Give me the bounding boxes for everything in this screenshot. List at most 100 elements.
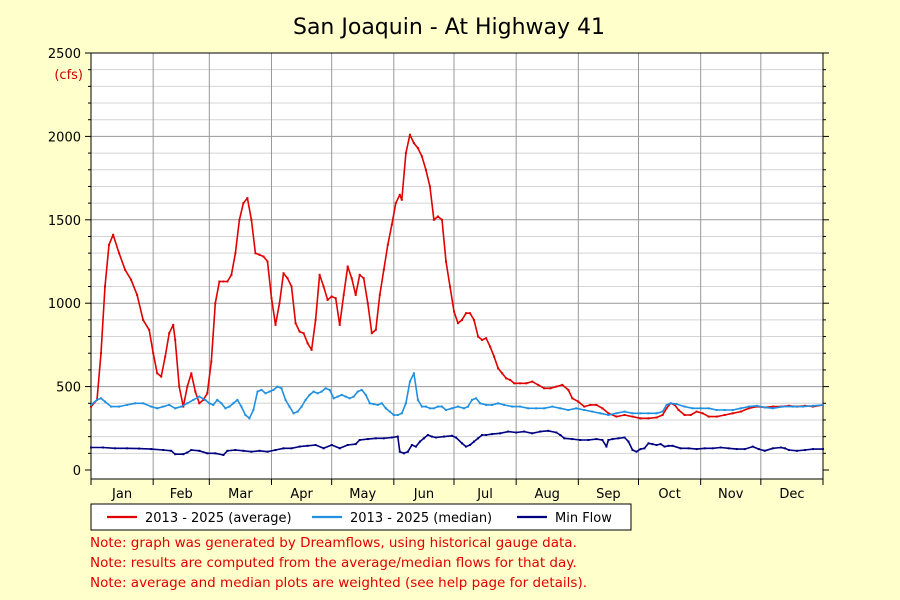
data-point <box>168 332 171 335</box>
data-point <box>252 409 255 411</box>
data-point <box>583 405 586 408</box>
data-point <box>467 405 469 408</box>
data-point <box>595 438 598 441</box>
data-point <box>477 437 480 440</box>
data-point <box>715 409 718 411</box>
data-point <box>812 448 814 451</box>
data-point <box>190 449 193 451</box>
data-point <box>791 405 794 408</box>
data-point <box>100 397 102 400</box>
data-point <box>330 444 333 446</box>
data-point <box>445 409 447 411</box>
data-point <box>384 407 387 410</box>
data-point <box>108 243 110 246</box>
data-point <box>623 410 626 413</box>
data-point <box>531 432 534 435</box>
data-point <box>731 409 734 411</box>
data-point <box>290 447 293 450</box>
data-point <box>436 405 439 408</box>
data-point <box>298 330 301 333</box>
month-label: Mar <box>228 487 253 502</box>
data-point <box>156 372 159 375</box>
data-point <box>266 260 269 263</box>
data-point <box>822 448 824 451</box>
data-point <box>607 439 610 441</box>
data-point <box>589 403 592 406</box>
data-point <box>647 412 650 415</box>
data-point <box>567 388 570 391</box>
data-point <box>607 414 610 416</box>
data-point <box>354 443 357 446</box>
data-point <box>499 432 502 435</box>
data-point <box>174 338 177 341</box>
data-point <box>455 436 457 439</box>
data-point <box>258 253 261 256</box>
data-point <box>575 407 578 410</box>
data-point <box>366 302 369 305</box>
data-point <box>503 403 506 406</box>
data-point <box>655 444 658 446</box>
data-point <box>326 298 329 301</box>
data-point <box>489 345 492 348</box>
data-point <box>617 437 620 440</box>
data-point <box>206 452 209 455</box>
data-point <box>493 355 496 358</box>
data-point <box>477 335 480 338</box>
data-point <box>731 412 734 415</box>
data-point <box>222 280 225 283</box>
data-point <box>755 404 758 407</box>
data-point <box>501 372 504 375</box>
data-point <box>763 406 766 409</box>
data-point <box>631 412 634 415</box>
data-point <box>739 407 742 410</box>
data-point <box>214 302 217 305</box>
data-point <box>595 403 598 406</box>
data-point <box>461 442 463 445</box>
data-point <box>527 407 530 410</box>
data-point <box>426 434 429 436</box>
data-point <box>669 402 672 405</box>
data-point <box>675 403 678 406</box>
data-point <box>561 383 564 386</box>
data-point <box>250 450 253 453</box>
data-point <box>244 414 247 416</box>
data-point <box>695 448 698 451</box>
data-point <box>559 434 562 436</box>
data-point <box>96 398 98 401</box>
data-point <box>90 405 92 408</box>
data-point <box>715 415 718 418</box>
data-point <box>469 312 471 315</box>
data-point <box>445 260 447 263</box>
data-point <box>322 447 325 450</box>
data-point <box>330 295 333 298</box>
data-point <box>356 390 359 393</box>
data-point <box>579 439 582 441</box>
month-label: Oct <box>658 487 680 502</box>
data-point <box>420 405 423 408</box>
data-point <box>408 380 411 383</box>
data-point <box>224 407 227 410</box>
data-point <box>162 449 165 451</box>
data-point <box>701 412 704 415</box>
data-point <box>611 438 614 441</box>
month-label: Jan <box>111 487 132 502</box>
data-point <box>100 352 102 355</box>
legend-label: 2013 - 2025 (median) <box>350 511 492 526</box>
data-point <box>398 193 401 196</box>
data-point <box>212 403 215 406</box>
data-point <box>338 447 341 450</box>
note-generated: Note: graph was generated by Dreamflows,… <box>90 535 577 551</box>
data-point <box>623 414 626 416</box>
data-point <box>104 400 106 403</box>
data-point <box>370 332 373 335</box>
data-point <box>523 430 526 433</box>
data-point <box>360 388 363 391</box>
data-point <box>366 438 369 441</box>
data-point <box>194 390 197 393</box>
data-point <box>352 395 355 398</box>
data-point <box>382 268 385 271</box>
data-point <box>571 438 574 441</box>
data-point <box>198 449 201 452</box>
data-point <box>280 387 283 390</box>
